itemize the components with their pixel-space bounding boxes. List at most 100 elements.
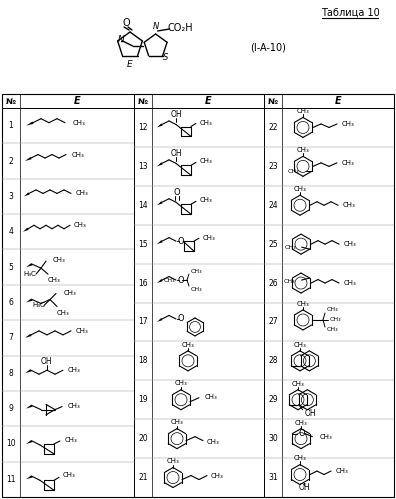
Text: CH₃: CH₃ xyxy=(297,301,309,307)
Text: CH₃: CH₃ xyxy=(68,403,81,409)
Text: N: N xyxy=(152,22,159,31)
Text: E: E xyxy=(127,59,133,68)
Text: CH₃: CH₃ xyxy=(336,468,349,474)
Text: CH₃: CH₃ xyxy=(203,235,216,241)
Text: 17: 17 xyxy=(138,317,148,326)
Text: 21: 21 xyxy=(138,473,148,482)
Text: 27: 27 xyxy=(268,317,278,326)
Text: CH₃: CH₃ xyxy=(284,278,296,283)
Text: №: № xyxy=(268,96,278,105)
Polygon shape xyxy=(24,192,30,197)
Text: 26: 26 xyxy=(268,278,278,287)
Text: OH: OH xyxy=(298,483,310,492)
Text: H₃C: H₃C xyxy=(23,271,36,277)
Text: CH₃: CH₃ xyxy=(291,381,305,387)
Text: CH₃: CH₃ xyxy=(297,147,309,153)
Polygon shape xyxy=(26,122,34,126)
Text: CO₂H: CO₂H xyxy=(168,23,194,33)
Text: CH₃: CH₃ xyxy=(293,342,307,348)
Text: №: № xyxy=(138,96,148,105)
Text: 18: 18 xyxy=(138,356,148,365)
Text: 10: 10 xyxy=(6,440,16,449)
Text: CH₃: CH₃ xyxy=(64,289,77,295)
Text: CH₃: CH₃ xyxy=(68,367,81,373)
Polygon shape xyxy=(26,298,32,302)
Text: CH₃: CH₃ xyxy=(344,241,357,247)
Text: CH₃: CH₃ xyxy=(200,119,213,126)
Text: 15: 15 xyxy=(138,240,148,249)
Text: CH₃: CH₃ xyxy=(65,437,78,443)
Text: Таблица 10: Таблица 10 xyxy=(321,8,379,18)
Polygon shape xyxy=(157,240,163,244)
Text: 5: 5 xyxy=(9,262,13,271)
Text: CH₃: CH₃ xyxy=(63,473,76,479)
Text: CH₃: CH₃ xyxy=(293,186,307,192)
Text: CH₃: CH₃ xyxy=(330,317,342,322)
Text: CH₃: CH₃ xyxy=(342,121,355,127)
Text: N: N xyxy=(117,35,124,44)
Bar xyxy=(2,94,394,497)
Text: 2: 2 xyxy=(9,157,13,166)
Text: 12: 12 xyxy=(138,123,148,132)
Text: CH₃: CH₃ xyxy=(48,277,61,283)
Text: CH₃: CH₃ xyxy=(191,268,203,273)
Text: CH₃: CH₃ xyxy=(191,286,203,291)
Text: 20: 20 xyxy=(138,434,148,443)
Text: S: S xyxy=(163,53,168,62)
Polygon shape xyxy=(26,440,32,444)
Polygon shape xyxy=(25,334,32,338)
Polygon shape xyxy=(157,123,163,127)
Text: O: O xyxy=(174,188,180,197)
Text: 8: 8 xyxy=(9,369,13,378)
Text: CH₃: CH₃ xyxy=(293,455,307,461)
Text: 6: 6 xyxy=(9,298,13,307)
Text: (I-A-10): (I-A-10) xyxy=(250,42,286,52)
Text: CH₃: CH₃ xyxy=(164,277,175,282)
Polygon shape xyxy=(157,162,163,166)
Text: CH₃: CH₃ xyxy=(57,309,70,315)
Polygon shape xyxy=(157,318,163,322)
Text: O: O xyxy=(298,429,305,438)
Text: OH: OH xyxy=(305,409,316,418)
Text: 23: 23 xyxy=(268,162,278,171)
Text: H₃C: H₃C xyxy=(32,301,45,307)
Text: OH: OH xyxy=(40,357,52,366)
Text: CH₃: CH₃ xyxy=(76,328,89,334)
Text: E: E xyxy=(74,96,80,106)
Text: 13: 13 xyxy=(138,162,148,171)
Text: CH₃: CH₃ xyxy=(74,222,87,228)
Polygon shape xyxy=(157,279,163,283)
Text: 19: 19 xyxy=(138,395,148,404)
Text: CH₃: CH₃ xyxy=(297,108,309,114)
Text: CH₃: CH₃ xyxy=(288,169,300,174)
Text: O: O xyxy=(178,314,184,323)
Text: CH₃: CH₃ xyxy=(343,202,356,208)
Text: CH₃: CH₃ xyxy=(295,420,307,426)
Text: CH₃: CH₃ xyxy=(205,394,218,400)
Text: CH₃: CH₃ xyxy=(200,158,213,164)
Text: CH₃: CH₃ xyxy=(200,197,213,203)
Text: CH₃: CH₃ xyxy=(342,160,355,166)
Text: O: O xyxy=(178,237,184,246)
Text: CH₃: CH₃ xyxy=(73,120,86,126)
Text: CH₃: CH₃ xyxy=(344,280,357,286)
Polygon shape xyxy=(23,228,29,232)
Text: O: O xyxy=(178,275,184,284)
Text: CH₃: CH₃ xyxy=(171,419,183,425)
Text: OH: OH xyxy=(170,149,182,158)
Text: 9: 9 xyxy=(9,404,13,413)
Text: CH₃: CH₃ xyxy=(285,245,297,250)
Text: 14: 14 xyxy=(138,201,148,210)
Text: E: E xyxy=(205,96,211,106)
Text: 4: 4 xyxy=(9,227,13,236)
Text: 1: 1 xyxy=(9,121,13,130)
Polygon shape xyxy=(26,263,32,267)
Text: CH₃: CH₃ xyxy=(175,380,187,386)
Text: O: O xyxy=(122,18,130,28)
Text: №: № xyxy=(6,96,16,105)
Text: E: E xyxy=(335,96,341,106)
Text: 11: 11 xyxy=(6,475,16,484)
Text: 3: 3 xyxy=(9,192,13,201)
Text: CH₃: CH₃ xyxy=(327,327,339,332)
Text: 25: 25 xyxy=(268,240,278,249)
